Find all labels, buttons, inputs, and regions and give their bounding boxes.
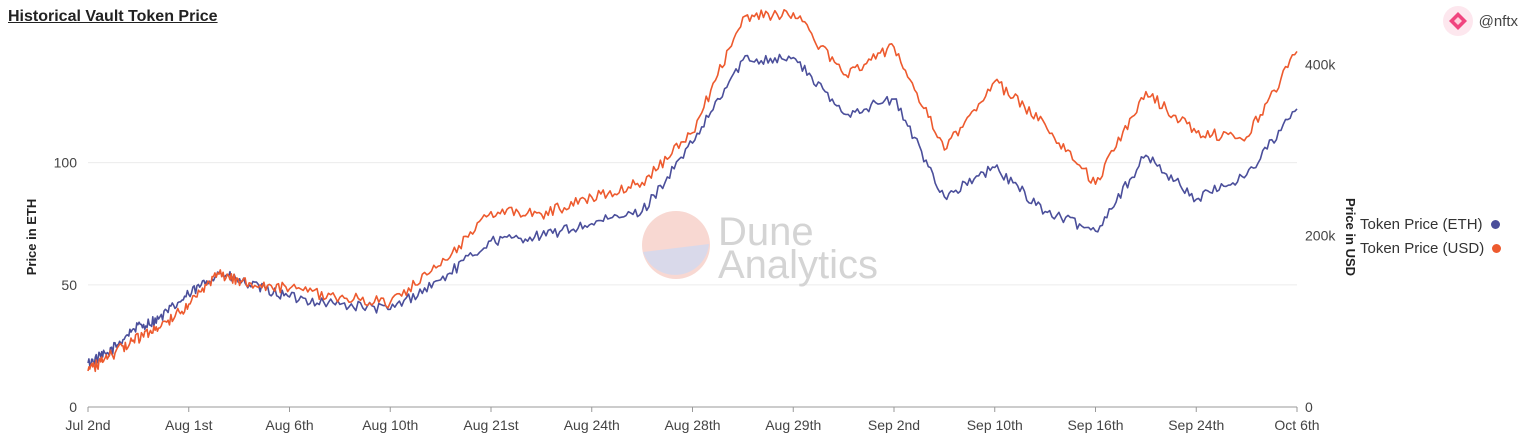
x-tick-label: Aug 21st xyxy=(463,417,518,433)
watermark-line2: Analytics xyxy=(718,243,878,287)
x-tick-label: Jul 2nd xyxy=(65,417,110,433)
x-tick-label: Sep 10th xyxy=(967,417,1023,433)
y-right-tick-label: 200k xyxy=(1305,228,1336,244)
series-line-usd xyxy=(87,9,1298,373)
legend-label-eth: Token Price (ETH) xyxy=(1360,215,1483,233)
chart-title: Historical Vault Token Price xyxy=(8,8,218,25)
author-handle[interactable]: @nftx xyxy=(1478,12,1518,30)
x-tick-label: Aug 28th xyxy=(664,417,720,433)
chart-legend: Token Price (ETH) Token Price (USD) xyxy=(1360,212,1502,260)
x-tick-label: Aug 29th xyxy=(765,417,821,433)
y-right-tick-label: 0 xyxy=(1305,399,1313,415)
legend-label-usd: Token Price (USD) xyxy=(1360,239,1485,257)
watermark-circle-lower xyxy=(643,244,709,275)
x-tick-label: Oct 6th xyxy=(1274,417,1319,433)
x-tick-label: Aug 6th xyxy=(265,417,313,433)
x-tick-label: Sep 2nd xyxy=(868,417,920,433)
y-right-tick-label: 400k xyxy=(1305,56,1336,72)
y-left-tick-label: 50 xyxy=(61,277,77,293)
nftx-logo-icon xyxy=(1442,6,1473,36)
y-left-tick-label: 0 xyxy=(69,399,77,415)
x-tick-label: Aug 1st xyxy=(165,417,213,433)
y-right-axis-title: Price in USD xyxy=(1343,198,1358,276)
x-tick-label: Aug 24th xyxy=(564,417,620,433)
x-tick-label: Aug 10th xyxy=(362,417,418,433)
legend-item-usd[interactable]: Token Price (USD) xyxy=(1360,236,1502,260)
y-left-tick-label: 100 xyxy=(54,155,78,171)
watermark-line1: Dune xyxy=(718,210,814,254)
series-line-eth xyxy=(87,53,1298,367)
y-left-ticks: 0 50 100 xyxy=(54,155,78,415)
series-lines xyxy=(87,9,1298,373)
y-right-ticks: 0 200k 400k xyxy=(1305,56,1336,415)
legend-item-eth[interactable]: Token Price (ETH) xyxy=(1360,212,1501,236)
legend-dot-usd xyxy=(1492,243,1502,253)
x-tick-label: Sep 16th xyxy=(1067,417,1123,433)
x-axis-ticks: Jul 2nd Aug 1st Aug 6th Aug 10th Aug 21st Aug… xyxy=(65,407,1320,433)
dune-analytics-watermark: Dune Analytics xyxy=(642,210,878,287)
y-left-axis-title: Price in ETH xyxy=(24,199,39,276)
x-tick-label: Sep 24th xyxy=(1168,417,1224,433)
author-badge[interactable]: @nftx xyxy=(1442,6,1518,36)
legend-dot-eth xyxy=(1490,219,1500,229)
